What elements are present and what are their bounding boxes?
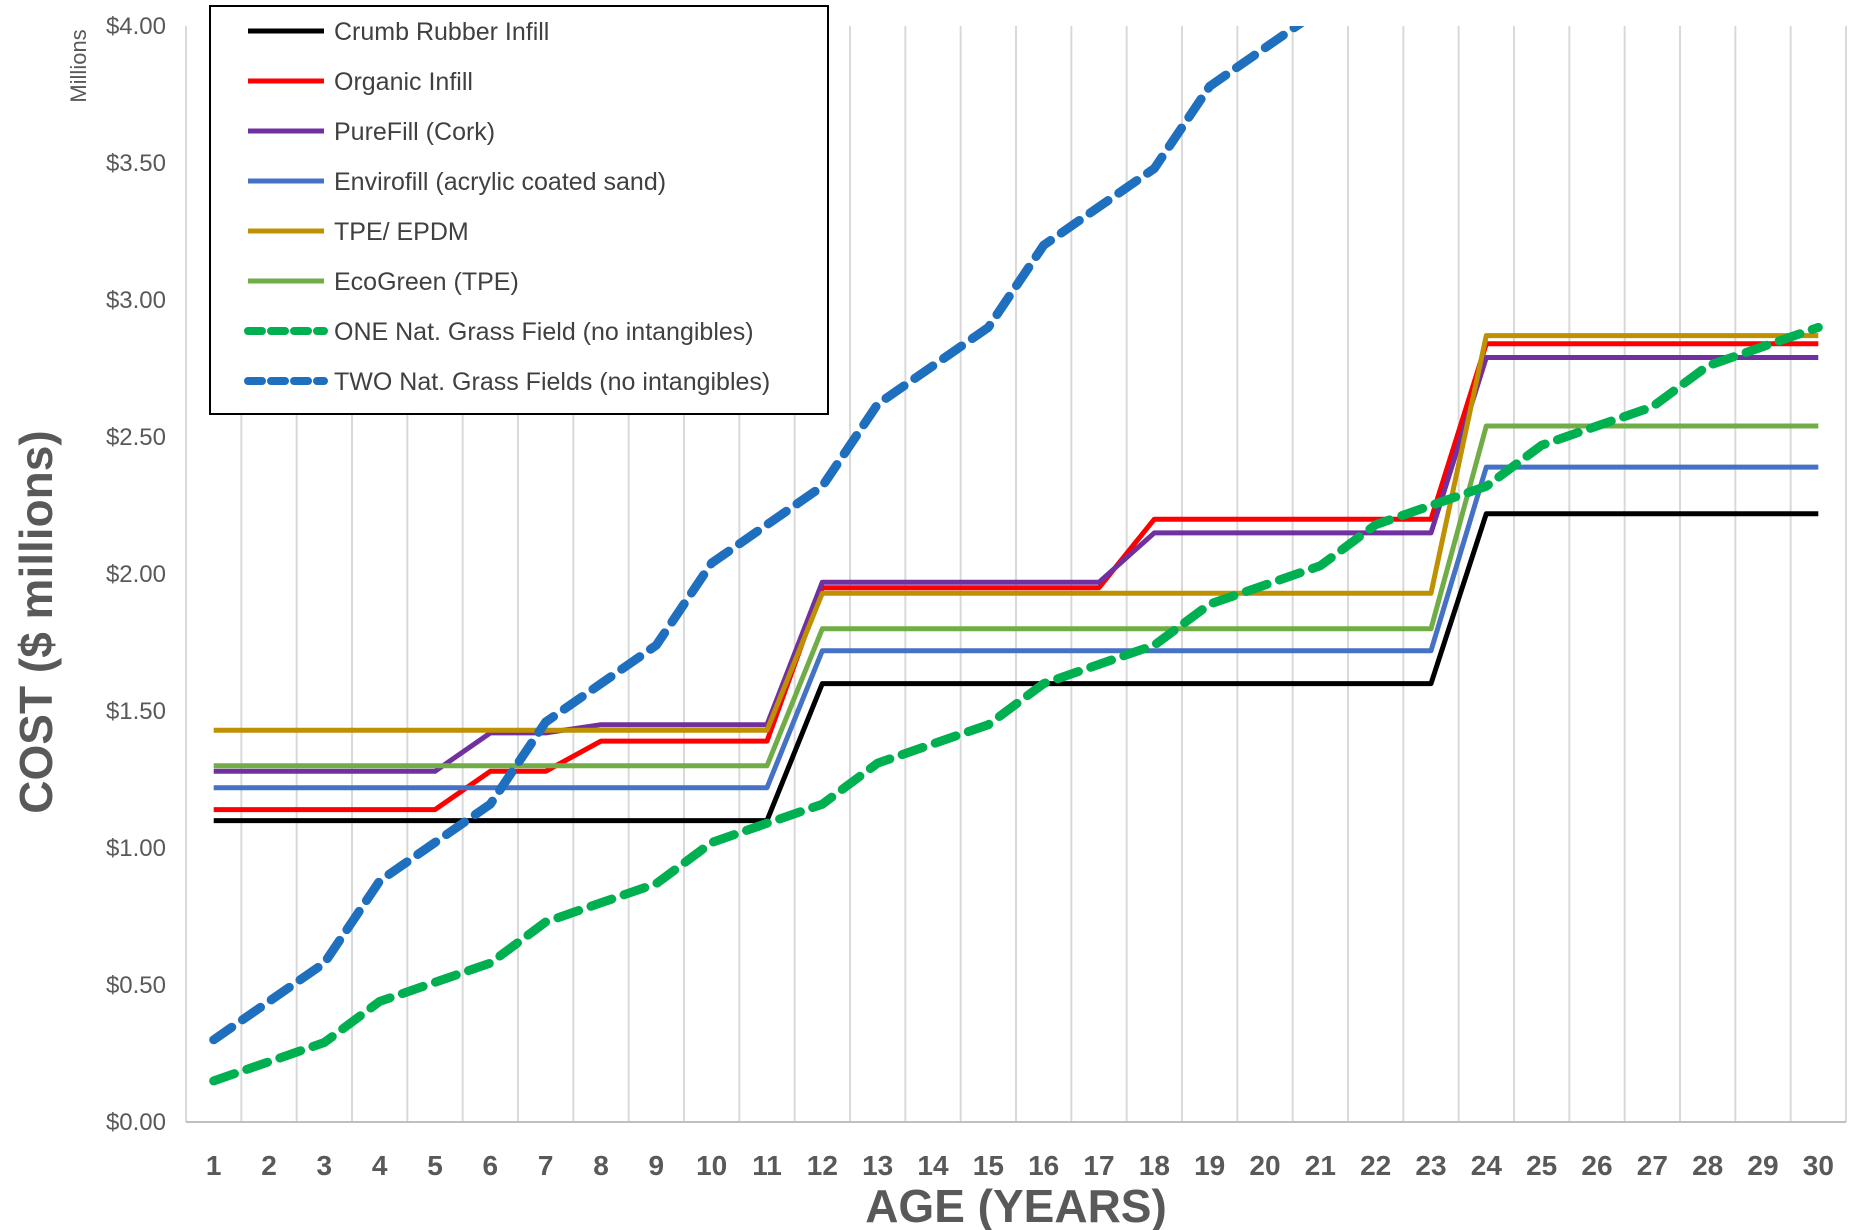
y-axis-title: COST ($ millions) (10, 430, 62, 813)
series-lines (209, 26, 1823, 1086)
series-line-1 (213, 511, 1819, 824)
legend-label: Crumb Rubber Infill (334, 18, 549, 46)
x-tick-label: 10 (696, 1150, 727, 1181)
x-tick-label: 28 (1692, 1150, 1723, 1181)
legend-label: TWO Nat. Grass Fields (no intangibles) (334, 368, 770, 396)
series-line-6 (213, 423, 1819, 769)
legend-label: ONE Nat. Grass Field (no intangibles) (334, 318, 754, 346)
legend-box (209, 5, 829, 415)
x-tick-label: 30 (1803, 1150, 1834, 1181)
x-tick-label: 18 (1139, 1150, 1170, 1181)
x-tick-label: 25 (1526, 1150, 1557, 1181)
x-tick-label: 13 (862, 1150, 893, 1181)
x-tick-label: 2 (261, 1150, 277, 1181)
series-line-8 (209, 26, 1305, 1045)
y-tick-label: $0.50 (106, 972, 166, 999)
y-tick-label: $2.00 (106, 561, 166, 588)
y-tick-label: $1.50 (106, 698, 166, 725)
x-tick-label: 26 (1581, 1150, 1612, 1181)
legend-item: TPE/ EPDM (248, 218, 469, 246)
legend-item: Crumb Rubber Infill (248, 18, 549, 46)
x-tick-label: 20 (1249, 1150, 1280, 1181)
x-tick-label: 21 (1305, 1150, 1336, 1181)
legend-item: Envirofill (acrylic coated sand) (248, 168, 666, 196)
series-line-3 (213, 355, 1819, 774)
x-tick-label: 8 (593, 1150, 609, 1181)
legend-label: Organic Infill (334, 68, 473, 96)
x-tick-label: 24 (1471, 1150, 1503, 1181)
series-line-4 (213, 464, 1819, 791)
x-tick-label: 23 (1415, 1150, 1446, 1181)
x-tick-label: 1 (206, 1150, 222, 1181)
x-axis-ticks: 1 2 3 4 5 6 7 8 9 10 11 12 13 14 15 16 17 18 19 20 21 22 23 24 2… (206, 1150, 1834, 1181)
x-axis-title: AGE (YEARS) (865, 1180, 1167, 1230)
y-tick-label: $4.00 (106, 13, 166, 40)
x-tick-label: 11 (752, 1150, 782, 1181)
legend-label: EcoGreen (TPE) (334, 268, 519, 296)
x-tick-label: 12 (807, 1150, 838, 1181)
legend: Crumb Rubber Infill Organic Infill PureFil… (209, 5, 829, 415)
y-tick-label: $3.50 (106, 150, 166, 177)
x-tick-label: 5 (427, 1150, 443, 1181)
x-tick-label: 22 (1360, 1150, 1391, 1181)
legend-label: PureFill (Cork) (334, 118, 495, 146)
legend-label: Envirofill (acrylic coated sand) (334, 168, 666, 196)
x-tick-label: 3 (317, 1150, 333, 1181)
y-tick-label: $2.50 (106, 424, 166, 451)
x-tick-label: 9 (649, 1150, 665, 1181)
y-tick-label: $3.00 (106, 287, 166, 314)
units-label: Millions (66, 29, 91, 102)
series-line-2 (213, 341, 1819, 813)
x-tick-label: 6 (483, 1150, 499, 1181)
legend-item: PureFill (Cork) (248, 118, 495, 146)
legend-item: EcoGreen (TPE) (248, 268, 519, 296)
x-tick-label: 17 (1083, 1150, 1114, 1181)
x-tick-label: 4 (372, 1150, 388, 1181)
x-tick-label: 27 (1637, 1150, 1668, 1181)
x-tick-label: 14 (917, 1150, 949, 1181)
x-tick-label: 15 (973, 1150, 1004, 1181)
legend-label: TPE/ EPDM (334, 218, 469, 246)
series-line-5 (213, 333, 1819, 733)
legend-item: ONE Nat. Grass Field (no intangibles) (244, 318, 754, 346)
y-axis-ticks: $0.00 $0.50 $1.00 $1.50 $2.00 $2.50 $3.00 $3.50… (106, 13, 166, 1136)
x-tick-label: 29 (1747, 1150, 1778, 1181)
x-tick-label: 7 (538, 1150, 554, 1181)
legend-item: Organic Infill (248, 68, 473, 96)
y-tick-label: $1.00 (106, 835, 166, 862)
legend-item: TWO Nat. Grass Fields (no intangibles) (244, 368, 770, 396)
y-tick-label: $0.00 (106, 1109, 166, 1136)
series-line-7 (209, 322, 1823, 1086)
x-tick-label: 19 (1194, 1150, 1225, 1181)
x-tick-label: 16 (1028, 1150, 1059, 1181)
